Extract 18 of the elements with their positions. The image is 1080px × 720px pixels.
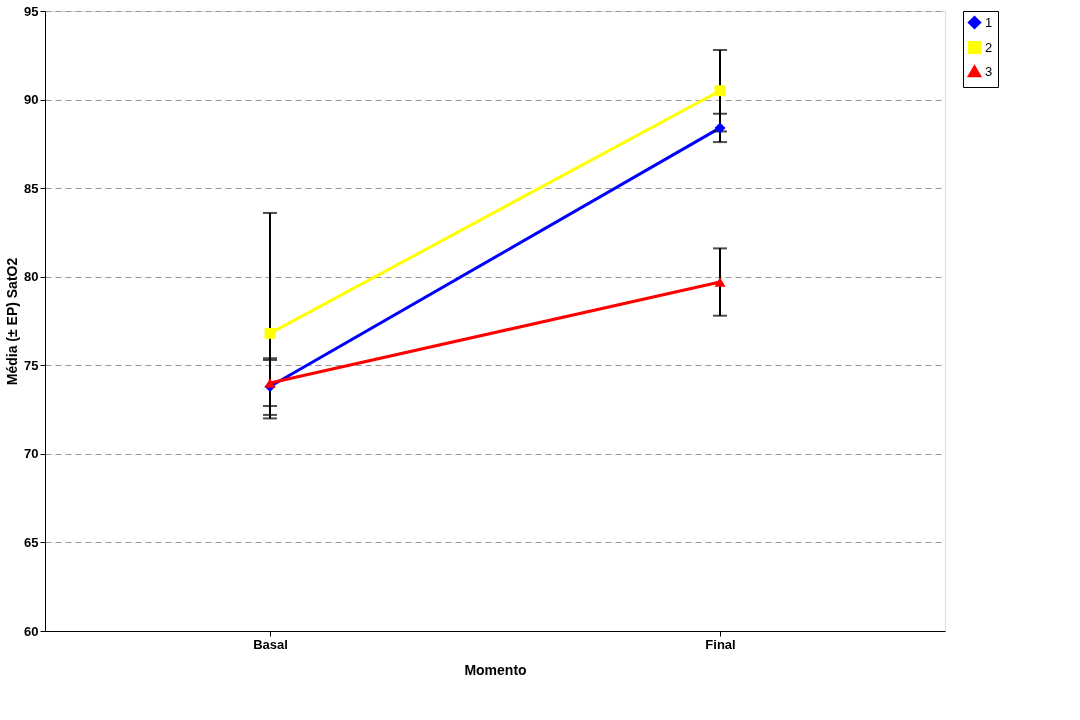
y-tick-label: 70 <box>24 446 39 462</box>
y-tick-label: 75 <box>24 357 39 373</box>
legend-label: 2 <box>985 39 993 55</box>
x-axis-title: Momento <box>464 661 527 678</box>
x-tick-label: Basal <box>253 636 288 652</box>
y-tick-label: 95 <box>24 3 39 19</box>
y-tick-label: 80 <box>24 269 39 285</box>
point <box>714 85 726 97</box>
y-tick-label: 65 <box>24 534 39 550</box>
x-tick-label: Final <box>705 636 736 652</box>
y-tick-label: 90 <box>24 92 39 108</box>
y-tick-label: 60 <box>24 623 39 639</box>
point <box>714 122 726 134</box>
point <box>264 327 276 339</box>
y-tick-label: 85 <box>24 180 39 196</box>
y-axis-title: Média (± EP) SatO2 <box>4 257 21 386</box>
legend-label: 1 <box>985 14 993 30</box>
legend-label: 3 <box>985 63 993 79</box>
